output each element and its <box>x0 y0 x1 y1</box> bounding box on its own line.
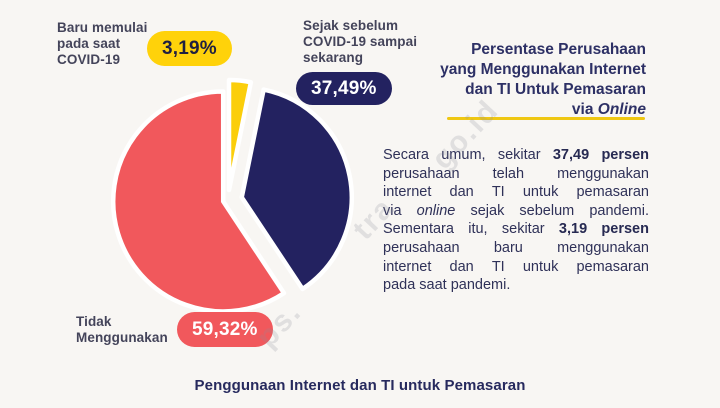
description-line: Sementara itu, sekitar 3,19 persen <box>383 221 649 238</box>
pie-slice-tidak-menggunakan <box>110 89 287 314</box>
chart-caption: Penggunaan Internet dan TI untuk Pemasar… <box>194 377 526 394</box>
value-badge-sejak-sebelum: 37,49% <box>296 72 392 105</box>
callout-label-baru-memulai: Baru memulai pada saat COVID-19 <box>57 20 148 67</box>
description-line: Secara umum, sekitar 37,49 persen <box>383 147 649 163</box>
description-line: via online sejak sebelum pandemi. <box>383 202 649 219</box>
headline-line: Persentase Perusahaan <box>471 41 646 58</box>
callout-label-sejak-sebelum: Sejak sebelum COVID-19 sampai sekarang <box>303 18 418 65</box>
callout-label-tidak-menggunakan: Tidak Menggunakan <box>76 314 168 345</box>
value-badge-baru-memulai: 3,19% <box>147 31 232 66</box>
headline-underline-accent <box>447 117 645 120</box>
description-line: perusahaan baru menggunakan <box>383 239 649 256</box>
description-line: internet dan TI untuk pemasaran <box>383 258 649 275</box>
description-line: internet dan TI untuk pemasaran <box>383 184 649 201</box>
value-badge-tidak-menggunakan: 59,32% <box>177 312 273 347</box>
headline-line: dan TI Untuk Pemasaran <box>465 81 646 98</box>
headline-line: via Online <box>571 101 646 118</box>
headline-line: yang Menggunakan Internet <box>440 61 646 78</box>
pie-slice-baru-memulai <box>226 77 254 193</box>
description-line: pada saat pandemi. <box>383 277 511 294</box>
description-paragraph: Secara umum, sekitar 37,49 persen perusah… <box>383 146 649 295</box>
description-line: perusahaan telah menggunakan <box>383 165 649 182</box>
headline-title: Persentase Perusahaan yang Menggunakan In… <box>440 40 646 120</box>
pie-slice-sejak-sebelum-covid <box>239 87 354 292</box>
